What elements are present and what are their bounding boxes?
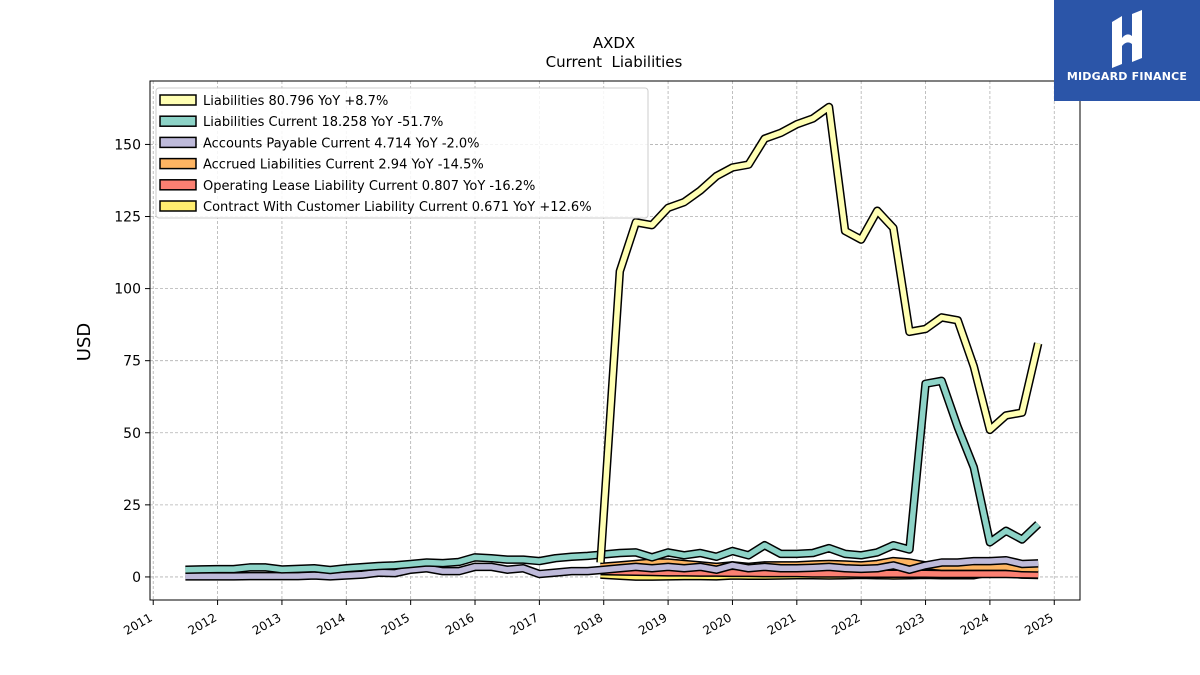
y-tick-label: 25 [123,498,141,514]
legend-swatch [159,115,197,127]
legend-swatch [159,136,197,149]
x-tick-label: 2023 [894,610,927,637]
x-tick-label: 2018 [572,610,605,637]
y-tick-label: 150 [114,137,141,153]
x-tick-label: 2019 [636,610,669,637]
series-stroke [600,568,1039,578]
series-stroke [597,104,1041,563]
x-tick-label: 2011 [121,610,154,637]
brand-logo: MIDGARD FINANCE [1054,0,1200,101]
chart-subtitle: Current Liabilities [546,53,683,71]
logo-mark-icon [1112,10,1142,68]
x-tick-label: 2022 [829,610,862,637]
y-tick-label: 125 [114,210,141,226]
chart-title: AXDX [593,34,635,52]
y-tick-label: 50 [123,426,141,442]
series-stroke [185,378,1041,573]
legend-entry: Contract With Customer Liability Current… [203,200,592,215]
legend-entry: Liabilities Current 18.258 YoY -51.7% [203,115,443,130]
x-tick-label: 2021 [765,610,798,637]
series-layer [185,102,1043,581]
y-tick-label: 100 [114,282,141,298]
x-tick-label: 2024 [958,610,991,637]
series-line [185,376,1042,575]
series-line [185,555,1039,581]
series-stroke [185,557,1039,580]
legend-entry: Operating Lease Liability Current 0.807 … [203,179,535,194]
legend-swatch [159,94,197,106]
y-tick-label: 0 [132,570,141,586]
x-tick-label: 2012 [186,610,219,637]
series-outline [596,102,1043,563]
legend-swatch [159,200,197,212]
brand-name: MIDGARD FINANCE [1066,70,1188,83]
plot-frame [149,80,1081,601]
y-tick-label: 75 [123,354,141,370]
series-line [596,102,1043,563]
legend-box [155,87,649,219]
x-tick-label: 2016 [443,610,476,637]
x-tick-label: 2014 [314,610,347,637]
legend-swatch [159,157,197,170]
x-tick-label: 2025 [1022,610,1055,637]
legend-entry: Liabilities 80.796 YoY +8.7% [203,94,388,109]
legend: Liabilities 80.796 YoY +8.7% Liabilities … [155,87,649,219]
legend-swatch [159,179,197,191]
y-axis-label: USD [74,323,95,361]
x-tick-label: 2020 [701,610,734,637]
legend-entry: Accrued Liabilities Current 2.94 YoY -14… [203,158,484,173]
x-tick-label: 2013 [250,610,283,637]
x-tick-label: 2017 [507,610,540,637]
series-line [600,566,1039,579]
legend-entry: Accounts Payable Current 4.714 YoY -2.0% [203,136,480,151]
x-tick-label: 2015 [379,610,412,637]
